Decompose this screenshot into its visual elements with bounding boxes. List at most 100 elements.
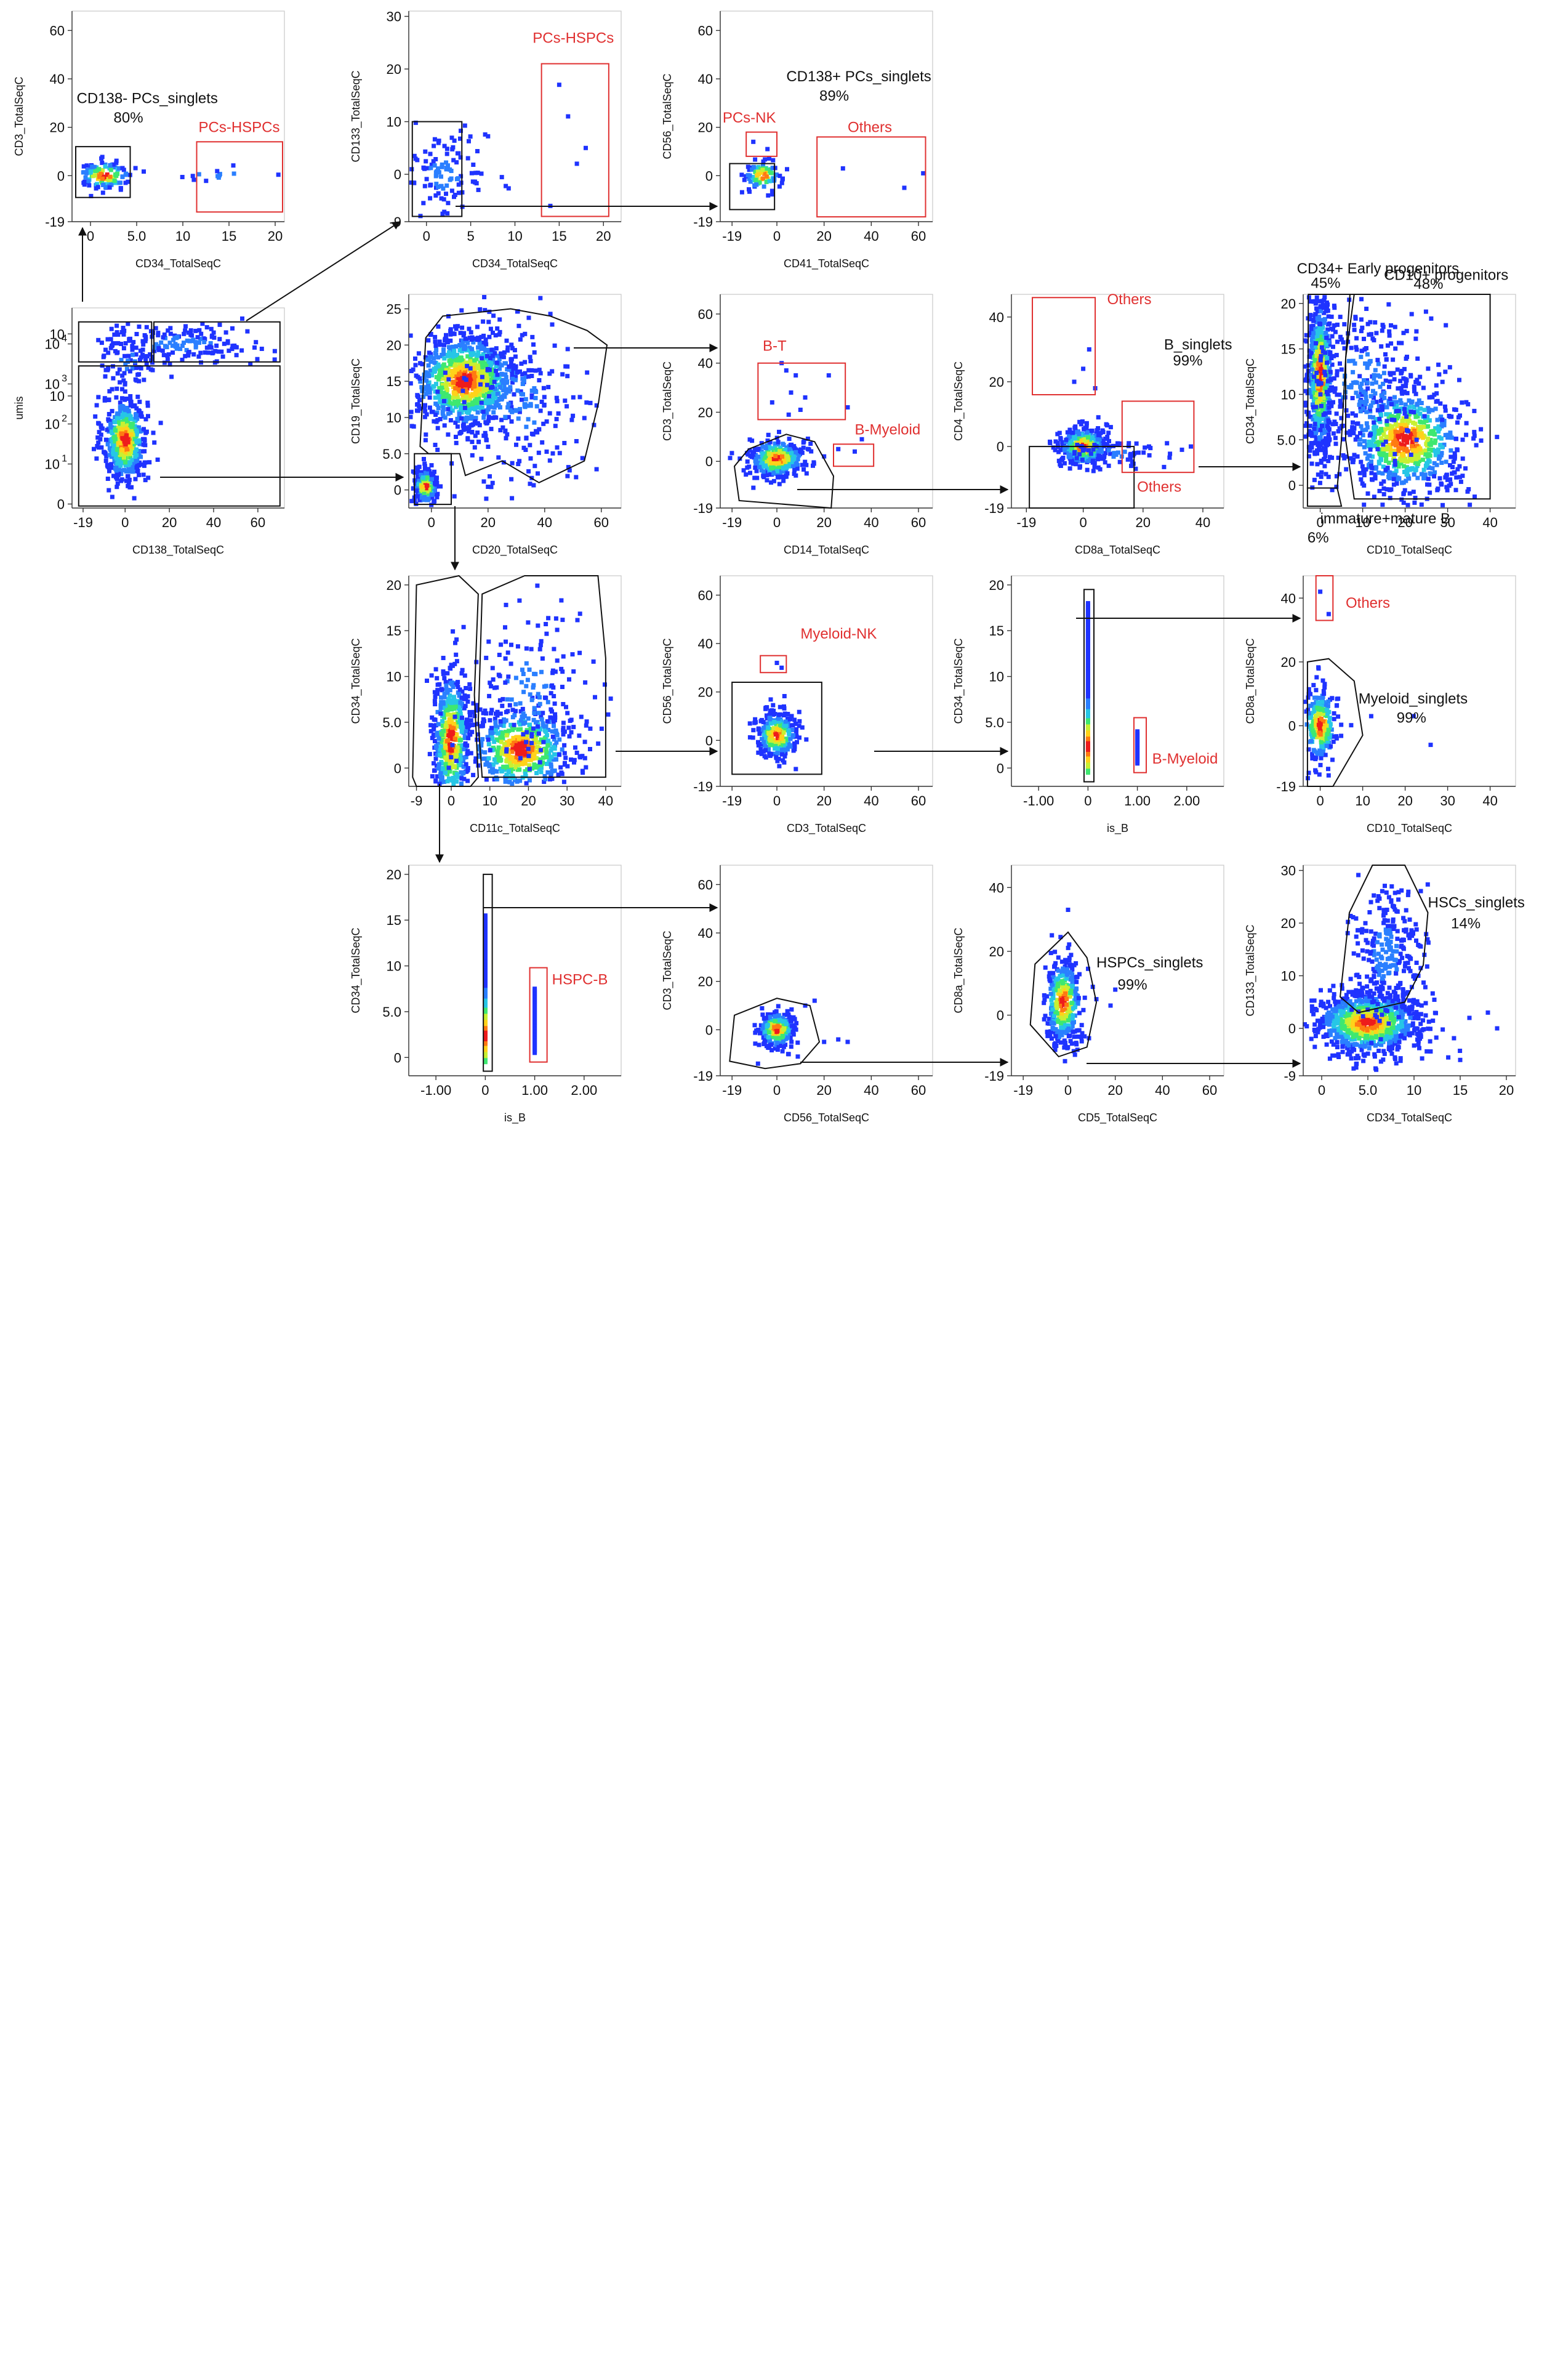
data-point <box>443 371 448 375</box>
data-point <box>1311 319 1316 323</box>
data-point <box>428 166 433 170</box>
data-point <box>422 457 426 461</box>
data-point <box>409 369 414 373</box>
data-point <box>787 437 792 441</box>
data-point <box>1310 462 1314 466</box>
data-point <box>1335 393 1339 397</box>
data-point <box>491 331 495 335</box>
data-point <box>131 353 135 357</box>
data-point <box>480 375 484 379</box>
data-point <box>548 458 552 462</box>
data-point <box>483 362 487 366</box>
data-point <box>494 369 498 373</box>
data-point <box>578 395 582 399</box>
data-point <box>1365 366 1370 370</box>
data-point <box>1460 400 1464 405</box>
data-point <box>476 440 481 444</box>
data-point <box>446 407 450 411</box>
data-point <box>1430 395 1434 400</box>
data-point <box>1452 407 1457 411</box>
data-point <box>1408 468 1412 472</box>
data-point <box>1319 435 1323 440</box>
data-point <box>1385 405 1389 409</box>
data-point <box>1437 373 1441 377</box>
data-point <box>537 378 541 382</box>
data-point <box>1438 455 1442 459</box>
data-point <box>1311 385 1316 390</box>
data-point <box>487 415 491 419</box>
data-point <box>252 345 257 350</box>
data-point <box>1426 458 1431 462</box>
data-point <box>103 450 107 454</box>
data-point <box>467 682 472 687</box>
data-point <box>537 368 542 372</box>
data-point <box>1450 472 1454 476</box>
data-point <box>453 193 457 197</box>
data-point <box>441 656 446 660</box>
data-point <box>1444 460 1449 464</box>
data-point <box>513 378 518 382</box>
data-point <box>116 371 120 376</box>
data-point <box>445 211 449 216</box>
data-point <box>529 456 533 461</box>
data-point <box>1357 442 1362 446</box>
data-point <box>1384 435 1389 439</box>
data-point <box>453 386 457 390</box>
data-point <box>1352 328 1357 332</box>
data-point <box>827 373 831 377</box>
data-point <box>1071 430 1075 435</box>
data-point <box>1320 303 1325 307</box>
data-point <box>510 419 514 424</box>
data-point <box>1350 425 1354 429</box>
data-point <box>126 474 130 478</box>
data-point <box>470 347 474 351</box>
data-point <box>475 325 480 329</box>
data-point <box>1400 481 1404 485</box>
data-point <box>433 193 438 198</box>
data-point <box>463 344 467 349</box>
data-point <box>433 344 438 348</box>
data-point <box>1362 473 1367 477</box>
data-point <box>1393 325 1397 329</box>
data-point <box>1393 462 1397 467</box>
data-point <box>1048 441 1052 445</box>
data-point <box>1444 485 1449 490</box>
data-point <box>1068 440 1072 445</box>
data-point <box>776 475 780 479</box>
data-point <box>232 172 236 176</box>
data-point <box>428 196 432 201</box>
data-point <box>495 373 499 377</box>
data-point <box>1466 487 1471 491</box>
data-point <box>1348 433 1352 437</box>
data-point <box>1441 422 1445 427</box>
data-point <box>111 376 115 381</box>
data-point <box>463 124 467 128</box>
data-point <box>459 405 463 409</box>
data-point <box>81 180 86 185</box>
data-point <box>1445 478 1450 482</box>
data-point <box>433 443 438 447</box>
data-point <box>1388 379 1392 384</box>
data-point <box>433 369 437 373</box>
data-point <box>510 496 514 501</box>
data-point <box>794 373 798 377</box>
data-point <box>534 390 538 394</box>
data-point <box>1396 368 1400 372</box>
data-point <box>1354 317 1358 321</box>
data-point <box>754 182 758 187</box>
data-point <box>794 474 798 478</box>
data-point <box>174 336 179 340</box>
data-point <box>465 416 469 420</box>
data-point <box>204 179 208 183</box>
data-point <box>454 653 458 657</box>
data-point <box>1414 457 1418 461</box>
data-point <box>125 447 129 451</box>
data-point <box>505 432 509 437</box>
data-point <box>127 409 131 413</box>
data-point <box>1316 316 1320 320</box>
data-point <box>1370 382 1374 386</box>
data-point <box>1328 352 1332 356</box>
data-point <box>1325 361 1329 365</box>
data-point <box>1351 421 1355 425</box>
data-point <box>1319 461 1324 465</box>
